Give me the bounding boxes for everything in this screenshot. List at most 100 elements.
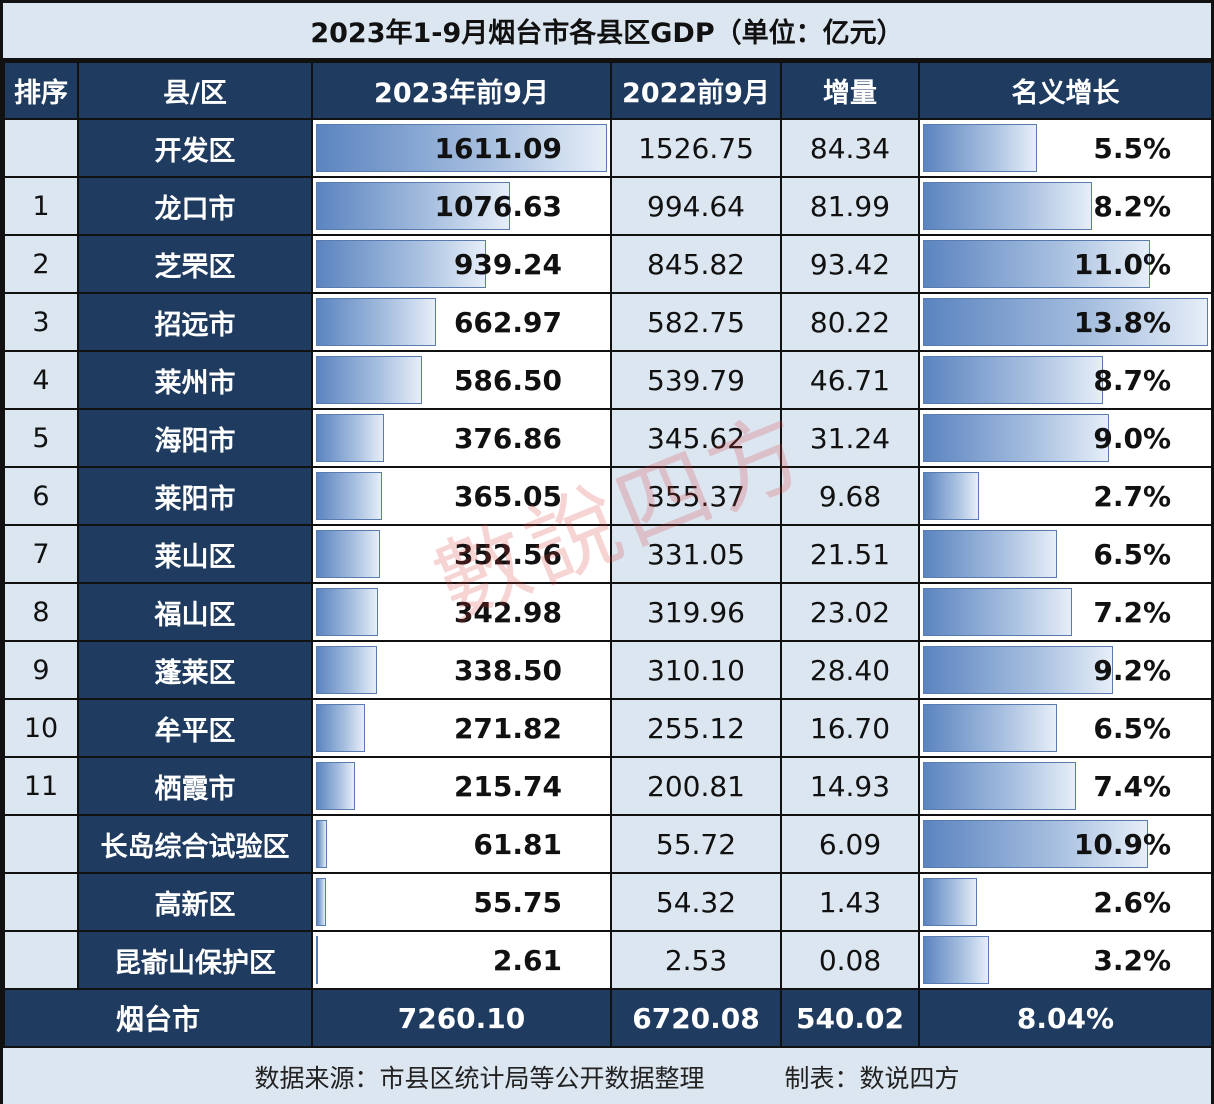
footer-author: 制表：数说四方 xyxy=(784,1063,960,1093)
row-gdp-2023-cell: 939.24 xyxy=(311,234,612,294)
row-gdp-2022: 345.62 xyxy=(610,408,782,468)
row-rank: 9 xyxy=(3,640,79,700)
row-gdp-2023-cell: 342.98 xyxy=(311,582,612,642)
row-gdp-2022: 310.10 xyxy=(610,640,782,700)
row-growth: 7.2% xyxy=(1093,595,1171,629)
growth-data-bar xyxy=(923,646,1113,694)
total-row: 烟台市 7260.10 6720.08 540.02 8.04% xyxy=(3,988,1213,1048)
growth-data-bar xyxy=(923,588,1072,636)
gdp-data-bar xyxy=(316,298,436,346)
row-gdp-2022: 539.79 xyxy=(610,350,782,410)
table-row: 5 海阳市 376.86 345.62 31.24 9.0% xyxy=(3,408,1213,468)
row-growth: 13.8% xyxy=(1073,305,1171,339)
row-growth: 5.5% xyxy=(1093,131,1171,165)
col-header-name: 县/区 xyxy=(77,61,313,120)
table-row: 10 牟平区 271.82 255.12 16.70 6.5% xyxy=(3,698,1213,758)
row-name: 招远市 xyxy=(77,292,313,352)
gdp-data-bar xyxy=(316,124,607,172)
row-gdp-2022: 994.64 xyxy=(610,176,782,236)
row-name: 长岛综合试验区 xyxy=(77,814,313,874)
col-header-gdp-2023: 2023年前9月 xyxy=(311,61,612,120)
gdp-data-bar xyxy=(316,820,328,868)
row-name: 昆嵛山保护区 xyxy=(77,930,313,990)
row-rank xyxy=(3,814,79,874)
gdp-data-bar xyxy=(316,240,486,288)
table-row: 6 莱阳市 365.05 355.37 9.68 2.7% xyxy=(3,466,1213,526)
row-gdp-2023: 662.97 xyxy=(453,305,562,339)
row-increase: 1.43 xyxy=(780,872,920,932)
row-growth-cell: 6.5% xyxy=(918,524,1213,584)
row-gdp-2022: 319.96 xyxy=(610,582,782,642)
row-gdp-2022: 845.82 xyxy=(610,234,782,294)
row-growth-cell: 10.9% xyxy=(918,814,1213,874)
growth-data-bar xyxy=(923,704,1058,752)
row-growth-cell: 2.7% xyxy=(918,466,1213,526)
row-gdp-2023: 376.86 xyxy=(453,421,562,455)
row-increase: 9.68 xyxy=(780,466,920,526)
row-rank: 3 xyxy=(3,292,79,352)
row-gdp-2023: 352.56 xyxy=(453,537,562,571)
row-gdp-2023-cell: 1076.63 xyxy=(311,176,612,236)
gdp-data-bar xyxy=(316,182,511,230)
row-gdp-2022: 355.37 xyxy=(610,466,782,526)
row-name: 高新区 xyxy=(77,872,313,932)
row-growth-cell: 13.8% xyxy=(918,292,1213,352)
row-increase: 46.71 xyxy=(780,350,920,410)
row-gdp-2022: 331.05 xyxy=(610,524,782,584)
gdp-data-bar xyxy=(316,878,327,926)
total-increase: 540.02 xyxy=(780,988,920,1048)
gdp-data-bar xyxy=(316,356,422,404)
row-gdp-2023: 586.50 xyxy=(453,363,562,397)
table-row: 8 福山区 342.98 319.96 23.02 7.2% xyxy=(3,582,1213,642)
row-growth: 10.9% xyxy=(1073,827,1171,861)
row-growth: 8.7% xyxy=(1093,363,1171,397)
row-rank: 1 xyxy=(3,176,79,236)
table-row: 9 蓬莱区 338.50 310.10 28.40 9.2% xyxy=(3,640,1213,700)
row-growth-cell: 9.2% xyxy=(918,640,1213,700)
row-growth: 3.2% xyxy=(1093,943,1171,977)
row-growth: 7.4% xyxy=(1093,769,1171,803)
row-gdp-2023-cell: 352.56 xyxy=(311,524,612,584)
table-row: 7 莱山区 352.56 331.05 21.51 6.5% xyxy=(3,524,1213,584)
total-name: 烟台市 xyxy=(3,988,313,1048)
row-growth-cell: 3.2% xyxy=(918,930,1213,990)
row-gdp-2023: 939.24 xyxy=(453,247,562,281)
header-row: 排序 县/区 2023年前9月 2022前9月 增量 名义增长 xyxy=(3,61,1213,120)
row-gdp-2022: 1526.75 xyxy=(610,118,782,178)
row-rank: 6 xyxy=(3,466,79,526)
row-growth: 2.7% xyxy=(1093,479,1171,513)
row-gdp-2023: 215.74 xyxy=(453,769,562,803)
gdp-data-bar xyxy=(316,936,318,984)
total-gdp-2023: 7260.10 xyxy=(311,988,612,1048)
row-growth-cell: 8.7% xyxy=(918,350,1213,410)
row-increase: 81.99 xyxy=(780,176,920,236)
gdp-data-bar xyxy=(316,472,382,520)
row-gdp-2023: 55.75 xyxy=(473,885,562,919)
footer: 数据来源：市县区统计局等公开数据整理 制表：数说四方 xyxy=(3,1049,1211,1104)
row-gdp-2022: 54.32 xyxy=(610,872,782,932)
row-rank xyxy=(3,118,79,178)
growth-data-bar xyxy=(923,298,1208,346)
growth-data-bar xyxy=(923,414,1109,462)
row-increase: 28.40 xyxy=(780,640,920,700)
row-growth-cell: 9.0% xyxy=(918,408,1213,468)
row-increase: 16.70 xyxy=(780,698,920,758)
col-header-increase: 增量 xyxy=(780,61,920,120)
row-increase: 23.02 xyxy=(780,582,920,642)
row-gdp-2023-cell: 376.86 xyxy=(311,408,612,468)
row-rank: 7 xyxy=(3,524,79,584)
row-gdp-2022: 200.81 xyxy=(610,756,782,816)
row-increase: 6.09 xyxy=(780,814,920,874)
row-name: 开发区 xyxy=(77,118,313,178)
row-gdp-2023-cell: 365.05 xyxy=(311,466,612,526)
growth-data-bar xyxy=(923,240,1151,288)
gdp-data-bar xyxy=(316,704,366,752)
row-increase: 0.08 xyxy=(780,930,920,990)
row-gdp-2023-cell: 338.50 xyxy=(311,640,612,700)
row-growth: 6.5% xyxy=(1093,537,1171,571)
row-rank xyxy=(3,872,79,932)
row-name: 福山区 xyxy=(77,582,313,642)
table-row: 高新区 55.75 54.32 1.43 2.6% xyxy=(3,872,1213,932)
growth-data-bar xyxy=(923,124,1037,172)
